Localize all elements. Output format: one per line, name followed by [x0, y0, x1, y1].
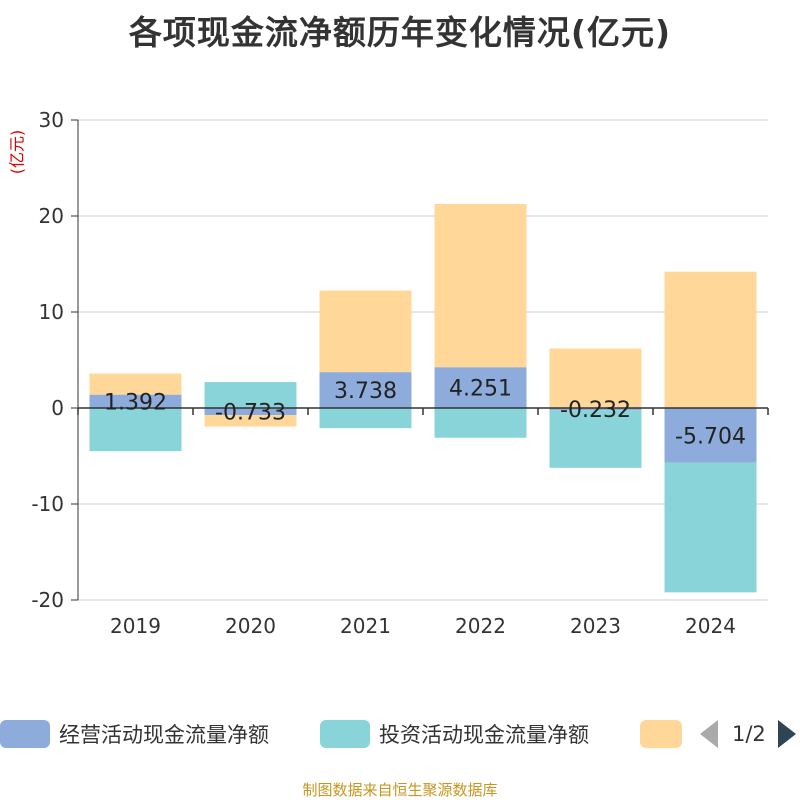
bar-2019-series-1 — [89, 408, 182, 452]
legend-swatch-financing — [640, 720, 682, 748]
legend-item-operating[interactable]: 经营活动现金流量净额 — [0, 716, 269, 752]
bar-2022-series-1 — [434, 408, 527, 438]
data-label-operating: -0.232 — [560, 398, 631, 423]
legend-page-indicator: 1/2 — [732, 722, 766, 746]
legend-prev-page-icon[interactable] — [700, 720, 718, 748]
x-tick-label: 2023 — [570, 614, 621, 638]
legend-next-page-icon[interactable] — [777, 720, 796, 748]
bar-2021-series-2 — [319, 290, 412, 373]
bar-2019-series-2 — [89, 373, 182, 395]
legend-swatch-investing — [320, 720, 370, 748]
bar-2022-series-2 — [434, 203, 527, 368]
data-label-operating: 1.392 — [104, 390, 167, 415]
bar-2020-series-2 — [204, 415, 297, 427]
y-tick-label: 0 — [51, 396, 64, 420]
data-label-operating: 4.251 — [449, 377, 512, 402]
bar-2022-series-0 — [434, 367, 527, 408]
bar-2023-series-1 — [549, 410, 642, 468]
bar-2024-series-1 — [664, 462, 757, 593]
data-label-operating: -5.704 — [675, 424, 746, 449]
legend-item-financing[interactable] — [640, 716, 691, 752]
y-tick-label: 30 — [39, 108, 64, 132]
legend[interactable]: 经营活动现金流量净额 投资活动现金流量净额 — [0, 716, 800, 752]
legend-pager: 1/2 — [700, 716, 796, 752]
data-source-note: 制图数据来自恒生聚源数据库 — [302, 781, 498, 799]
legend-label-investing: 投资活动现金流量净额 — [379, 723, 589, 747]
bar-2021-series-1 — [319, 408, 412, 429]
bar-2023-series-2 — [549, 348, 642, 408]
bar-2024-series-2 — [664, 271, 757, 408]
y-tick-label: 20 — [39, 204, 64, 228]
y-tick-label: -10 — [31, 492, 64, 516]
stacked-bar-chart: 30 20 10 0 -10 -20 2019 2020 2021 2022 2023 2024 1.3… — [31, 108, 769, 638]
x-tick-label: 2022 — [455, 614, 506, 638]
bar-2024-series-0 — [664, 408, 757, 463]
data-label-operating: 3.738 — [334, 379, 397, 404]
bar-2023-series-0 — [549, 408, 642, 411]
chart-title: 各项现金流净额历年变化情况(亿元) — [128, 13, 672, 52]
bar-2019-series-0 — [89, 394, 182, 408]
x-tick-label: 2024 — [685, 614, 736, 638]
x-tick-label: 2021 — [340, 614, 391, 638]
bar-2020-series-0 — [204, 408, 297, 416]
bar-2021-series-0 — [319, 372, 412, 408]
data-label-operating: -0.733 — [215, 401, 286, 426]
bar-2020-series-1 — [204, 382, 297, 408]
legend-item-investing[interactable]: 投资活动现金流量净额 — [320, 716, 589, 752]
legend-label-operating: 经营活动现金流量净额 — [59, 723, 269, 747]
x-tick-label: 2020 — [225, 614, 276, 638]
x-tick-label: 2019 — [110, 614, 161, 638]
legend-swatch-operating — [0, 720, 50, 748]
y-tick-label: -20 — [31, 588, 64, 612]
y-tick-label: 10 — [39, 300, 64, 324]
